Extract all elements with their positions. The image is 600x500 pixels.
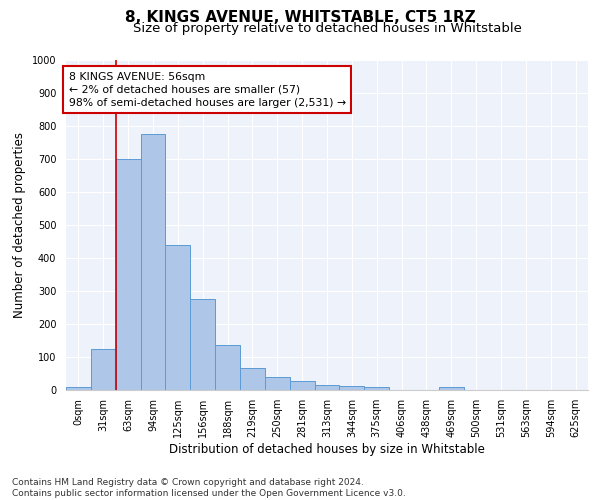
Bar bbox=[140, 134, 166, 390]
Bar bbox=[290, 382, 314, 390]
Text: 8 KINGS AVENUE: 56sqm
← 2% of detached houses are smaller (57)
98% of semi-detac: 8 KINGS AVENUE: 56sqm ← 2% of detached h… bbox=[68, 72, 346, 108]
Y-axis label: Number of detached properties: Number of detached properties bbox=[13, 132, 26, 318]
X-axis label: Distribution of detached houses by size in Whitstable: Distribution of detached houses by size … bbox=[169, 442, 485, 456]
Bar bbox=[340, 386, 364, 390]
Title: Size of property relative to detached houses in Whitstable: Size of property relative to detached ho… bbox=[133, 22, 521, 35]
Bar bbox=[215, 346, 240, 390]
Bar bbox=[66, 388, 91, 390]
Text: Contains HM Land Registry data © Crown copyright and database right 2024.
Contai: Contains HM Land Registry data © Crown c… bbox=[12, 478, 406, 498]
Text: 8, KINGS AVENUE, WHITSTABLE, CT5 1RZ: 8, KINGS AVENUE, WHITSTABLE, CT5 1RZ bbox=[125, 10, 475, 25]
Bar bbox=[91, 349, 116, 390]
Bar bbox=[166, 245, 190, 390]
Bar bbox=[190, 299, 215, 390]
Bar bbox=[240, 368, 265, 390]
Bar bbox=[116, 159, 140, 390]
Bar bbox=[314, 386, 340, 390]
Bar bbox=[439, 387, 464, 390]
Bar bbox=[364, 388, 389, 390]
Bar bbox=[265, 377, 290, 390]
